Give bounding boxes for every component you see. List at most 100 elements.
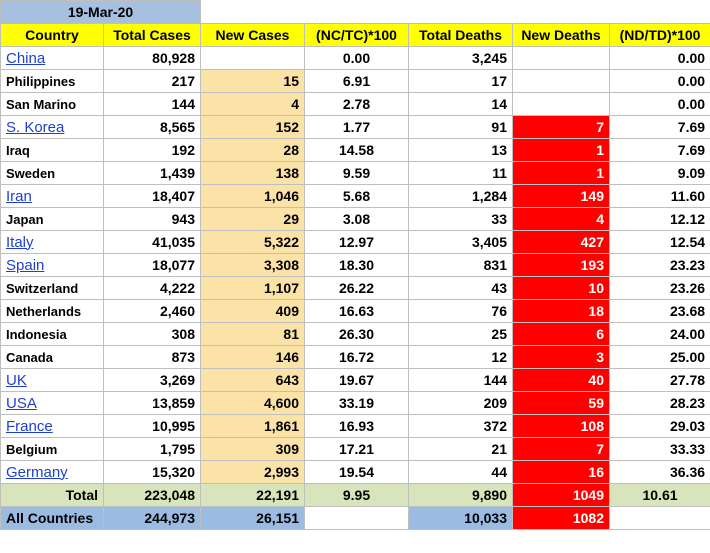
total-deaths-cell[interactable]: 76 [408,299,513,323]
nc-tc-cell[interactable]: 14.58 [304,138,409,162]
total-deaths-cell[interactable]: 3,405 [408,230,513,254]
country-link[interactable]: Spain [6,256,45,274]
new-cases-cell[interactable]: 1,107 [200,276,305,300]
country-cell[interactable]: Switzerland [0,276,104,300]
nc-tc-cell[interactable]: 16.93 [304,414,409,438]
country-link[interactable]: Iran [6,187,32,205]
nc-tc-cell[interactable]: 12.97 [304,230,409,254]
total-deaths-cell[interactable]: 43 [408,276,513,300]
new-cases-cell[interactable]: 3,308 [200,253,305,277]
nc-tc-cell[interactable]: 16.63 [304,299,409,323]
new-cases-cell[interactable]: 4 [200,92,305,116]
total-deaths-cell[interactable]: 44 [408,460,513,484]
total-cases-cell[interactable]: 3,269 [103,368,201,392]
date-cell[interactable]: 19-Mar-20 [0,0,201,24]
header-total-deaths[interactable]: Total Deaths [408,23,513,47]
country-cell[interactable]: Italy [0,230,104,254]
total-deaths-cell[interactable]: 14 [408,92,513,116]
nc-tc-cell[interactable]: 0.00 [304,46,409,70]
header-nc-tc[interactable]: (NC/TC)*100 [304,23,409,47]
new-deaths-cell[interactable]: 149 [512,184,610,208]
new-deaths-cell[interactable]: 193 [512,253,610,277]
nd-td-cell[interactable]: 24.00 [608,322,710,346]
new-cases-cell[interactable]: 4,600 [200,391,305,415]
country-cell[interactable]: San Marino [0,92,104,116]
total-cases-cell[interactable]: 2,460 [103,299,201,323]
nd-td-cell[interactable]: 12.54 [608,230,710,254]
country-cell[interactable]: France [0,414,104,438]
nc-tc-cell[interactable]: 16.72 [304,345,409,369]
country-cell[interactable]: Netherlands [0,299,104,323]
total-cases-cell[interactable]: 15,320 [103,460,201,484]
total-deaths-cell[interactable]: 33 [408,207,513,231]
new-cases-cell[interactable]: 2,993 [200,460,305,484]
country-link[interactable]: S. Korea [6,118,65,136]
nc-tc-cell[interactable]: 26.30 [304,322,409,346]
country-cell[interactable]: Spain [0,253,104,277]
total-deaths-cell[interactable]: 25 [408,322,513,346]
country-cell[interactable]: Iran [0,184,104,208]
country-cell[interactable]: S. Korea [0,115,104,139]
nc-tc-cell[interactable]: 9.59 [304,161,409,185]
total-deaths-cell[interactable]: 1,284 [408,184,513,208]
nd-td-cell[interactable]: 0.00 [608,92,710,116]
country-link[interactable]: USA [6,394,37,412]
new-deaths-cell[interactable]: 108 [512,414,610,438]
new-deaths-cell[interactable] [512,69,610,93]
country-link[interactable]: Germany [6,463,68,481]
nc-tc-cell[interactable]: 19.54 [304,460,409,484]
new-cases-cell[interactable]: 81 [200,322,305,346]
all-total-cases[interactable]: 244,973 [103,506,201,530]
nd-td-cell[interactable]: 0.00 [608,69,710,93]
nd-td-cell[interactable]: 25.00 [608,345,710,369]
all-new-cases[interactable]: 26,151 [200,506,305,530]
total-cases-cell[interactable]: 192 [103,138,201,162]
new-cases-cell[interactable]: 643 [200,368,305,392]
total-deaths-cell[interactable]: 3,245 [408,46,513,70]
total-deaths-cell[interactable]: 144 [408,368,513,392]
total-deaths-cell[interactable]: 209 [408,391,513,415]
new-deaths-cell[interactable]: 6 [512,322,610,346]
new-cases-cell[interactable]: 409 [200,299,305,323]
total-deaths-cell[interactable]: 831 [408,253,513,277]
total-cases-cell[interactable]: 80,928 [103,46,201,70]
new-cases-cell[interactable]: 146 [200,345,305,369]
total-cases-cell[interactable]: 873 [103,345,201,369]
new-deaths-cell[interactable]: 1 [512,138,610,162]
new-deaths-cell[interactable]: 1 [512,161,610,185]
country-link[interactable]: France [6,417,53,435]
total-deaths-cell[interactable]: 11 [408,161,513,185]
total-deaths-cell[interactable]: 17 [408,69,513,93]
nd-td-cell[interactable]: 36.36 [608,460,710,484]
new-cases-cell[interactable]: 309 [200,437,305,461]
nc-tc-cell[interactable]: 26.22 [304,276,409,300]
new-cases-cell[interactable]: 5,322 [200,230,305,254]
nd-td-cell[interactable]: 11.60 [608,184,710,208]
new-deaths-cell[interactable]: 18 [512,299,610,323]
total-cases-cell[interactable]: 1,439 [103,161,201,185]
nd-td-cell[interactable]: 23.23 [608,253,710,277]
nd-td-cell[interactable]: 23.68 [608,299,710,323]
new-cases-cell[interactable]: 152 [200,115,305,139]
country-cell[interactable]: Belgium [0,437,104,461]
nd-td-cell[interactable]: 7.69 [608,138,710,162]
header-new-deaths[interactable]: New Deaths [512,23,610,47]
new-cases-cell[interactable]: 15 [200,69,305,93]
country-cell[interactable]: USA [0,391,104,415]
nc-tc-cell[interactable]: 6.91 [304,69,409,93]
new-deaths-cell[interactable] [512,46,610,70]
new-deaths-cell[interactable] [512,92,610,116]
total-deaths-cell[interactable]: 12 [408,345,513,369]
new-cases-total[interactable]: 22,191 [200,483,305,507]
nc-tc-cell[interactable]: 17.21 [304,437,409,461]
new-deaths-cell[interactable]: 3 [512,345,610,369]
nc-tc-cell[interactable]: 33.19 [304,391,409,415]
nd-td-cell[interactable]: 29.03 [608,414,710,438]
new-cases-cell[interactable]: 1,861 [200,414,305,438]
country-cell[interactable]: Indonesia [0,322,104,346]
nc-tc-cell[interactable]: 3.08 [304,207,409,231]
new-cases-cell[interactable]: 138 [200,161,305,185]
total-cases-cell[interactable]: 13,859 [103,391,201,415]
total-cases-total[interactable]: 223,048 [103,483,201,507]
new-deaths-cell[interactable]: 7 [512,437,610,461]
